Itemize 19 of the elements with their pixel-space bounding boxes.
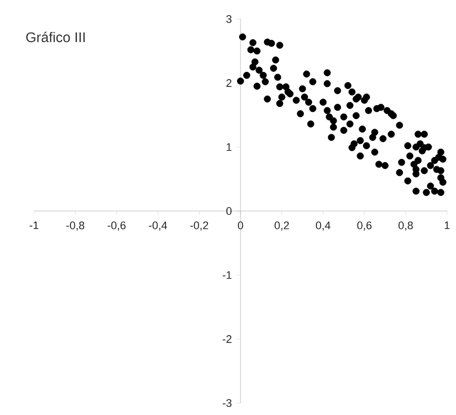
x-tick-label: 0,6	[357, 222, 372, 231]
y-tick-label: 3	[226, 15, 232, 23]
x-tick-label: -0,6	[108, 222, 126, 231]
y-tick-label: 1	[226, 143, 232, 151]
x-tick-label: -0,4	[148, 222, 168, 231]
x-tick-label: -0,2	[190, 222, 208, 231]
y-tick-label: -2	[222, 335, 232, 343]
x-tick-label: 0,2	[274, 222, 289, 231]
x-tick-label: -0,8	[66, 222, 84, 231]
x-tick-label: 1	[444, 222, 450, 230]
y-tick-label: 2	[226, 79, 232, 87]
y-tick-label: -1	[222, 271, 232, 279]
y-tick-label: 0	[226, 207, 232, 215]
x-tick-label: 0	[238, 222, 244, 230]
text: Gráfico III	[26, 32, 85, 42]
x-tick-label: 0,8	[398, 222, 413, 231]
x-tick-label: 0,4	[316, 222, 330, 231]
x-tick-label: -1	[30, 222, 38, 230]
y-tick-label: -3	[222, 399, 232, 407]
